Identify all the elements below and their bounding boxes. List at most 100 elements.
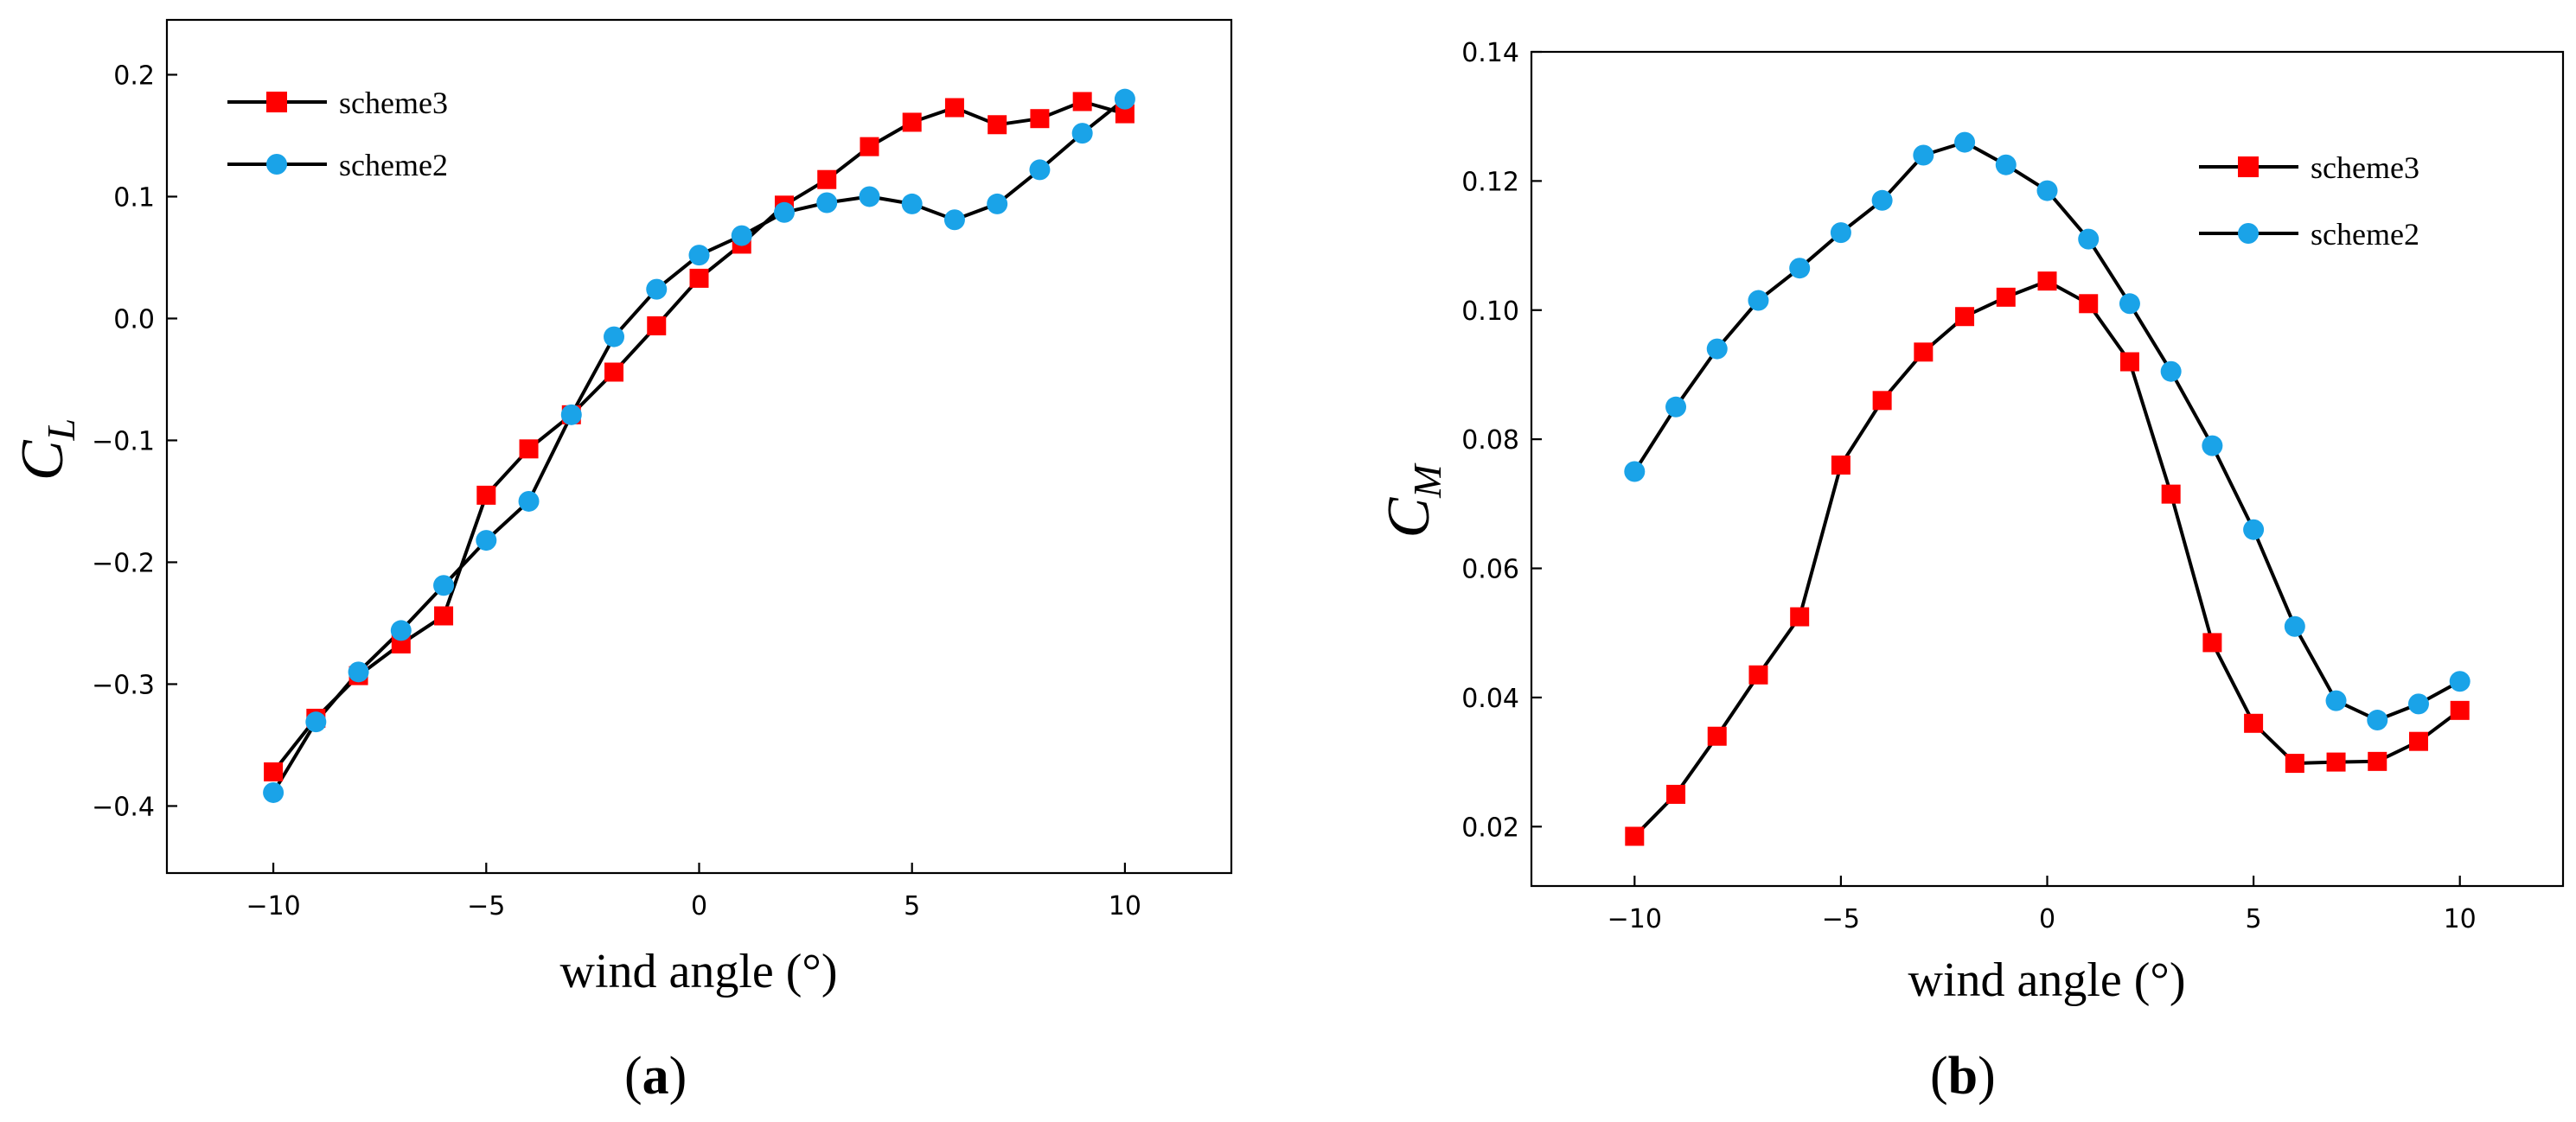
data-point-scheme3 (2450, 700, 2470, 720)
data-point-scheme2 (816, 192, 838, 214)
data-point-scheme2 (2407, 693, 2429, 715)
legend-marker-scheme2 (2238, 223, 2259, 244)
data-point-scheme3 (1872, 391, 1892, 411)
data-point-scheme2 (2160, 360, 2182, 382)
legend-marker-scheme2 (266, 154, 287, 175)
x-tick-label: −5 (467, 891, 505, 921)
data-point-scheme2 (646, 278, 668, 300)
data-point-scheme3 (519, 439, 539, 459)
data-point-scheme3 (1914, 342, 1934, 362)
plot-frame (165, 18, 1233, 875)
series-markers (263, 88, 1135, 803)
data-point-scheme2 (688, 245, 710, 266)
data-point-scheme3 (647, 316, 667, 335)
data-point-scheme2 (1114, 88, 1135, 110)
data-point-scheme3 (1625, 826, 1645, 846)
data-point-scheme3 (476, 485, 496, 505)
data-point-scheme2 (1871, 189, 1893, 211)
data-point-scheme2 (1789, 258, 1811, 279)
data-point-scheme2 (305, 711, 327, 733)
y-axis-label-main: C (1376, 497, 1442, 539)
y-axis-label: CL (10, 418, 83, 481)
data-point-scheme3 (1666, 784, 1686, 804)
y-tick-label: −0.4 (92, 792, 155, 822)
data-point-scheme3 (2285, 754, 2304, 774)
data-point-scheme2 (2284, 615, 2305, 637)
data-point-scheme2 (773, 201, 795, 223)
data-point-scheme3 (2037, 271, 2057, 291)
data-point-scheme3 (988, 115, 1007, 135)
legend-label-scheme3: scheme3 (2311, 150, 2419, 185)
x-tick-label: 5 (2246, 904, 2262, 934)
data-point-scheme2 (2367, 710, 2388, 731)
x-axis-label: wind angle (°) (1908, 953, 2186, 1007)
data-point-scheme2 (390, 620, 412, 641)
x-tick-label: −10 (1608, 904, 1662, 934)
y-tick-label: −0.1 (92, 426, 155, 456)
x-tick-label: −5 (1822, 904, 1860, 934)
y-axis-label-sub: L (39, 418, 83, 442)
data-point-scheme2 (1995, 154, 2017, 175)
legend: scheme3 scheme2 (2199, 150, 2419, 252)
y-axis-label: CM (1376, 462, 1449, 539)
data-point-scheme3 (2079, 294, 2099, 314)
data-point-scheme2 (1706, 338, 1728, 360)
data-point-scheme3 (2161, 484, 2181, 504)
y-tick-label: 0.10 (1461, 296, 1519, 327)
data-point-scheme2 (476, 530, 497, 551)
data-point-scheme3 (1115, 104, 1135, 124)
x-tick-label: 0 (2039, 904, 2055, 934)
x-tick-label: 10 (1109, 891, 1141, 921)
y-axis-label-main: C (10, 439, 76, 481)
chart-panel-a: −10 −5 0 5 10 −0.4 −0.3 −0.2 −0.1 0.0 0.1 0.2 schem… (10, 18, 1233, 1106)
data-point-scheme2 (2449, 671, 2471, 692)
data-point-scheme3 (689, 268, 709, 288)
panel-letter-a: a (642, 1047, 669, 1106)
data-point-scheme2 (1029, 159, 1051, 181)
data-point-scheme2 (1748, 290, 1769, 311)
data-point-scheme3 (1955, 307, 1975, 327)
y-tick-label: 0.0 (113, 304, 155, 335)
panel-label-a: (a) (624, 1047, 687, 1106)
data-point-scheme3 (1831, 456, 1851, 475)
y-axis-label-sub: M (1405, 462, 1449, 499)
data-point-scheme3 (944, 98, 964, 118)
data-point-scheme2 (1071, 123, 1093, 144)
data-point-scheme2 (2078, 228, 2100, 250)
data-point-scheme3 (860, 137, 879, 156)
legend-marker-scheme3 (2238, 156, 2259, 177)
panel-letter-b: b (1948, 1047, 1978, 1106)
series-markers (1624, 131, 2471, 846)
data-point-scheme3 (2244, 713, 2264, 733)
data-point-scheme2 (943, 209, 965, 231)
data-point-scheme2 (901, 193, 923, 214)
data-point-scheme3 (2368, 751, 2387, 771)
data-point-scheme2 (1954, 131, 1976, 153)
x-tick-label: 0 (691, 891, 707, 921)
data-point-scheme2 (1913, 144, 1934, 166)
data-point-scheme2 (348, 661, 369, 683)
tick-group: −10 −5 0 5 10 0.02 0.04 0.06 0.08 0.10 0.12 0.14 (1461, 38, 2477, 934)
y-tick-label: 0.06 (1461, 555, 1519, 585)
data-point-scheme2 (263, 781, 284, 803)
data-point-scheme3 (1996, 287, 2016, 307)
chart-panel-b: −10 −5 0 5 10 0.02 0.04 0.06 0.08 0.10 0.12 0.14 sc… (1376, 38, 2565, 1106)
data-point-scheme2 (2243, 519, 2265, 540)
y-tick-label: 0.12 (1461, 167, 1519, 197)
y-tick-label: −0.2 (92, 548, 155, 578)
data-point-scheme3 (1748, 665, 1768, 685)
data-point-scheme2 (2325, 690, 2347, 711)
data-point-scheme2 (987, 193, 1008, 214)
data-point-scheme2 (859, 186, 880, 207)
data-point-scheme2 (2119, 293, 2140, 315)
data-point-scheme3 (604, 362, 624, 382)
data-point-scheme3 (902, 112, 922, 132)
data-point-scheme3 (2408, 731, 2428, 751)
data-point-scheme3 (2119, 352, 2139, 372)
x-tick-label: −10 (246, 891, 300, 921)
data-point-scheme3 (1072, 92, 1092, 112)
y-tick-label: 0.02 (1461, 813, 1519, 843)
tick-group: −10 −5 0 5 10 −0.4 −0.3 −0.2 −0.1 0.0 0.1 0.2 (92, 61, 1141, 921)
data-point-scheme2 (1830, 222, 1851, 244)
